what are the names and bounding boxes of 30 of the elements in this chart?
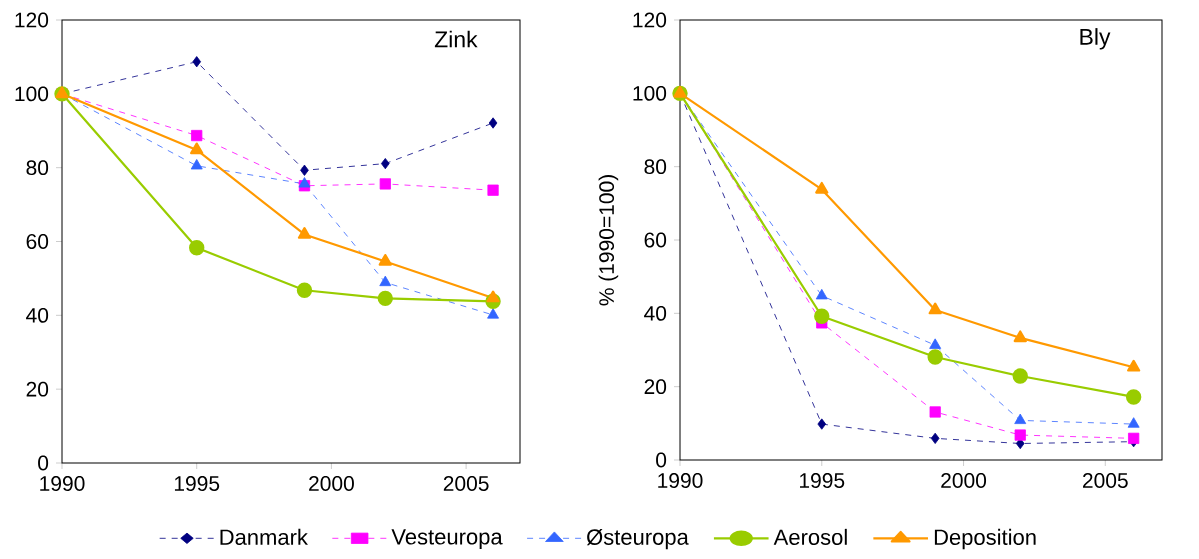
y-tick-label: 0 xyxy=(38,455,49,471)
y-tick-label: 80 xyxy=(26,160,49,176)
y-tick-label: 60 xyxy=(644,232,667,248)
y-tick-label: 40 xyxy=(26,307,49,323)
x-tick-label: 1995 xyxy=(800,473,845,488)
legend-label: Vesteuropa xyxy=(391,529,503,549)
y-tick-label: 20 xyxy=(644,379,667,395)
y-tick-label: 20 xyxy=(26,381,49,397)
y-axis-title: % (1990=100) xyxy=(598,175,619,306)
y-tick-label: 120 xyxy=(15,12,49,28)
chart-title: Zink xyxy=(434,30,478,48)
x-tick-label: 1995 xyxy=(174,476,220,491)
x-tick-label: 2005 xyxy=(1083,473,1128,488)
legend-label: Deposition xyxy=(934,528,1036,550)
x-tick-label: 1990 xyxy=(40,476,85,491)
legend-label: Østeuropa xyxy=(586,528,689,550)
x-tick-label: 2000 xyxy=(309,476,354,491)
y-tick-label: 100 xyxy=(15,86,49,102)
y-tick-label: 80 xyxy=(644,159,667,175)
x-tick-label: 2005 xyxy=(443,476,489,491)
legend-label: Danmark xyxy=(220,528,308,545)
y-tick-label: 0 xyxy=(656,452,667,468)
chart-title: Bly xyxy=(1080,28,1111,50)
y-tick-label: 40 xyxy=(644,305,667,321)
y-tick-label: 100 xyxy=(633,85,667,101)
y-tick-label: 120 xyxy=(633,12,667,28)
x-tick-label: 2000 xyxy=(941,473,987,488)
legend-label: Aerosol xyxy=(773,528,847,545)
y-tick-label: 60 xyxy=(26,234,49,249)
x-tick-label: 1990 xyxy=(658,473,703,488)
